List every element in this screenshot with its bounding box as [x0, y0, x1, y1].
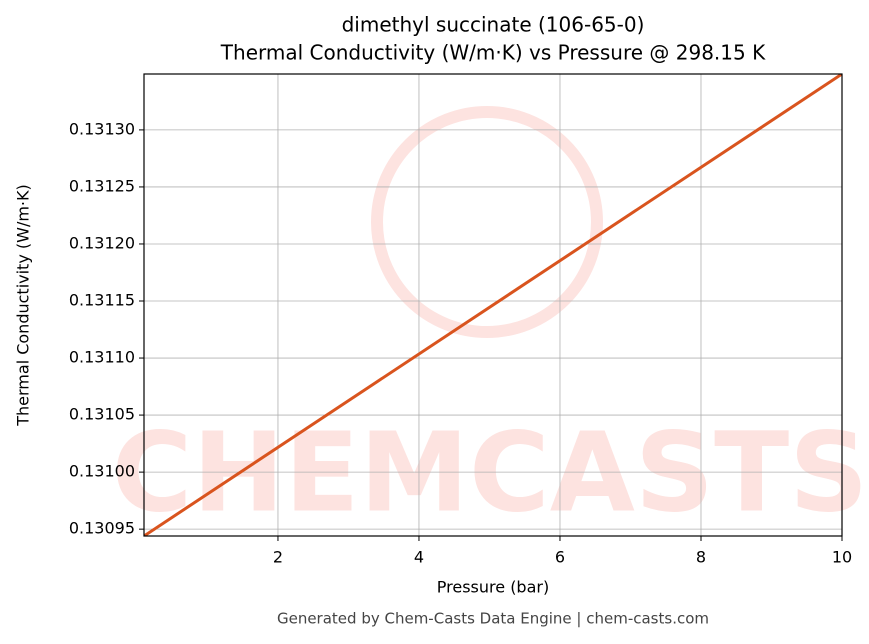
x-tick-label: 8	[696, 548, 706, 567]
y-tick-label: 0.13105	[69, 405, 135, 424]
y-tick-label: 0.13125	[69, 176, 135, 195]
y-tick-label: 0.13120	[69, 233, 135, 252]
plot-frame	[143, 73, 843, 537]
chart-subtitle: Thermal Conductivity (W/m·K) vs Pressure…	[220, 41, 766, 65]
y-tick-label: 0.13115	[69, 291, 135, 310]
y-tick-label: 0.13095	[69, 519, 135, 538]
x-axis-label: Pressure (bar)	[437, 578, 549, 597]
x-tick-label: 10	[832, 548, 852, 567]
data-line	[144, 74, 842, 536]
chart-title: dimethyl succinate (106-65-0)	[342, 13, 645, 37]
y-tick-label: 0.13100	[69, 462, 135, 481]
watermark-logo	[371, 106, 603, 338]
footer: Generated by Chem-Casts Data Engine | ch…	[277, 610, 709, 628]
y-axis-label: Thermal Conductivity (W/m·K)	[14, 184, 33, 427]
y-tick-label: 0.13130	[69, 119, 135, 138]
x-tick-label: 2	[273, 548, 283, 567]
x-tick-label: 4	[414, 548, 424, 567]
x-tick-label: 6	[555, 548, 565, 567]
y-tick-label: 0.13110	[69, 348, 135, 367]
